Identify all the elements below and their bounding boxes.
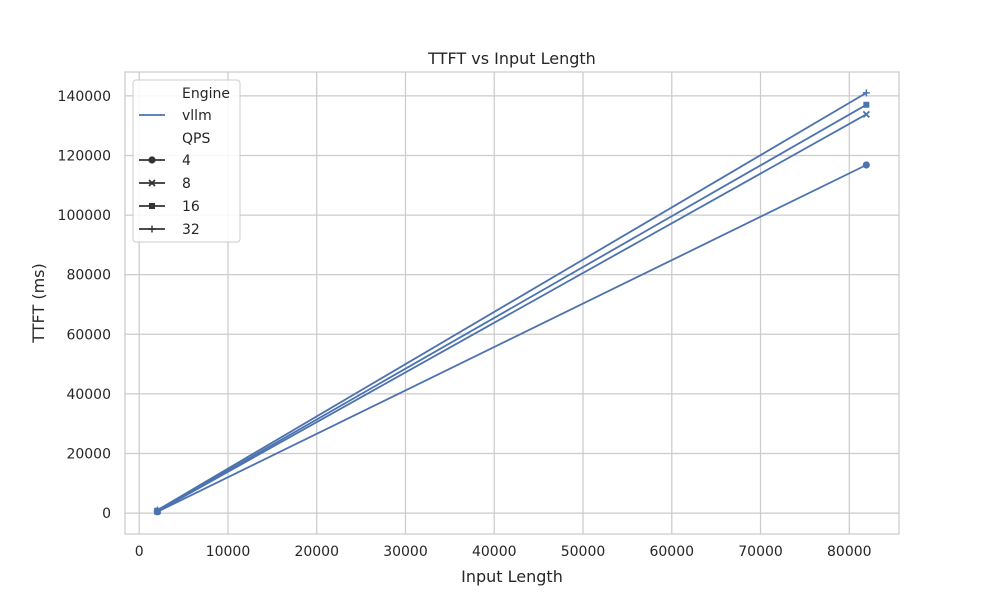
series-line-qps-4 bbox=[156, 164, 867, 513]
legend-marker-qps-8 bbox=[148, 179, 156, 187]
legend-label-qps-16: 16 bbox=[182, 199, 200, 215]
chart-title: TTFT vs Input Length bbox=[427, 49, 596, 68]
y-axis-label: TTFT (ms) bbox=[29, 263, 48, 343]
y-tick-label: 120000 bbox=[58, 148, 111, 164]
legend-label-vllm: vllm bbox=[182, 108, 212, 124]
data-point-qps-32 bbox=[153, 506, 161, 514]
data-point-qps-8 bbox=[862, 110, 870, 118]
data-point-qps-32 bbox=[862, 89, 870, 97]
series-line-qps-32 bbox=[156, 92, 867, 511]
legend-marker-qps-16 bbox=[149, 203, 155, 209]
y-tick-label: 0 bbox=[102, 506, 111, 522]
x-tick-label: 0 bbox=[135, 544, 144, 560]
data-point-qps-16 bbox=[863, 101, 870, 108]
x-tick-labels: 0 10000 20000 30000 40000 50000 60000 70000 8000… bbox=[135, 544, 872, 560]
series-line-qps-8 bbox=[156, 113, 867, 513]
legend-title-engine: Engine bbox=[182, 86, 230, 102]
grid bbox=[125, 72, 899, 534]
legend-label-qps-8: 8 bbox=[182, 176, 191, 192]
x-tick-label: 70000 bbox=[738, 544, 783, 560]
y-tick-label: 140000 bbox=[58, 89, 111, 105]
data-point-qps-4 bbox=[862, 161, 870, 169]
plot-frame bbox=[124, 71, 900, 535]
x-tick-label: 60000 bbox=[649, 544, 694, 560]
x-axis-label: Input Length bbox=[461, 567, 563, 586]
y-tick-label: 100000 bbox=[58, 208, 111, 224]
legend-box bbox=[132, 79, 241, 243]
x-tick-label: 50000 bbox=[561, 544, 606, 560]
x-tick-label: 20000 bbox=[294, 544, 339, 560]
legend-label-qps-32: 32 bbox=[182, 222, 200, 238]
legend-marker-qps-4 bbox=[148, 156, 156, 164]
legend-title-qps: QPS bbox=[182, 131, 210, 147]
series-group bbox=[153, 89, 870, 516]
legend-label-qps-4: 4 bbox=[182, 153, 191, 169]
x-tick-label: 80000 bbox=[827, 544, 872, 560]
y-tick-label: 40000 bbox=[66, 387, 111, 403]
x-tick-label: 40000 bbox=[472, 544, 517, 560]
y-tick-label: 20000 bbox=[66, 447, 111, 463]
legend-marker-qps-32 bbox=[148, 225, 156, 233]
legend: Engine vllm QPS 4 8 16 32 bbox=[132, 79, 241, 243]
y-tick-label: 60000 bbox=[66, 327, 111, 343]
series-line-qps-16 bbox=[156, 104, 867, 512]
x-tick-label: 30000 bbox=[383, 544, 428, 560]
y-tick-label: 80000 bbox=[66, 268, 111, 284]
x-tick-label: 10000 bbox=[206, 544, 251, 560]
y-tick-labels: 0 20000 40000 60000 80000 100000 120000 140000 bbox=[58, 89, 111, 522]
